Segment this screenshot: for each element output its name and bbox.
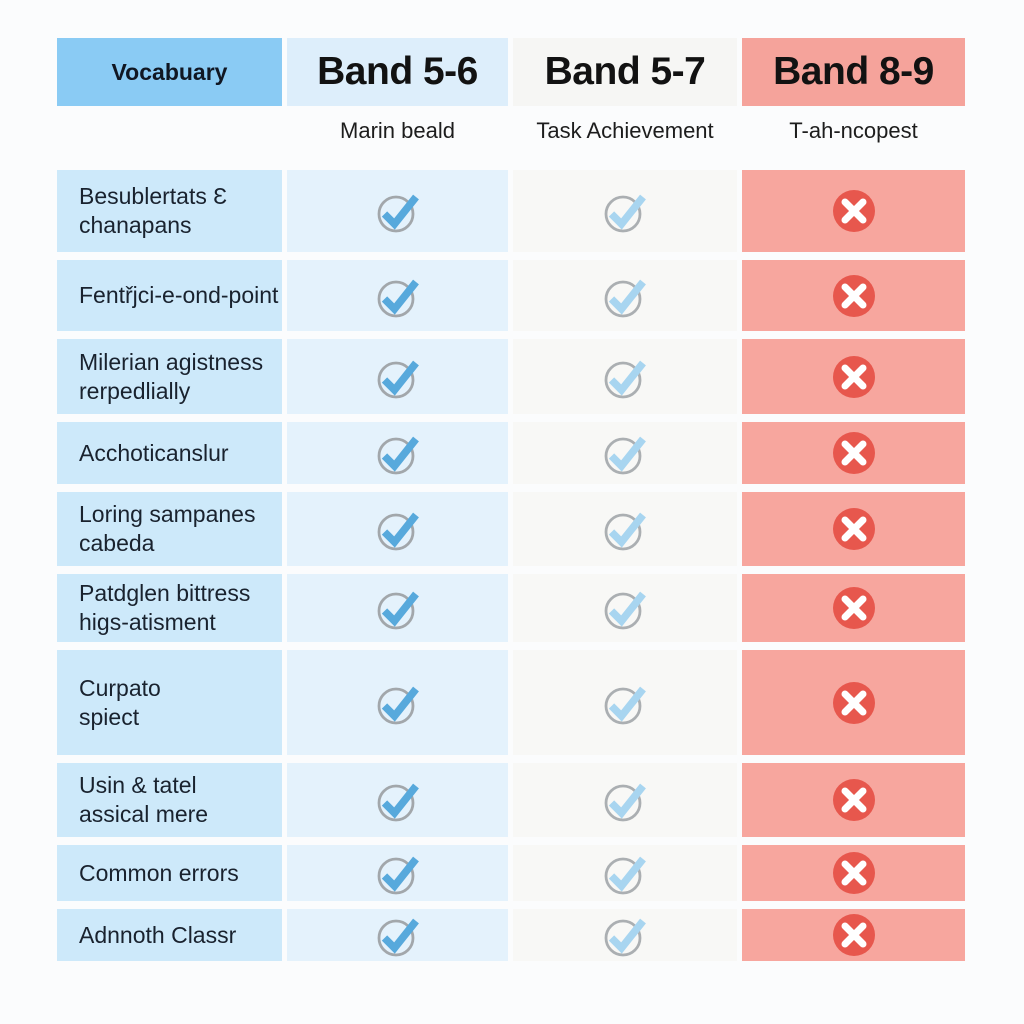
check-icon xyxy=(604,686,646,724)
check-icon xyxy=(604,783,646,822)
subtitle-cell-band-5-6: Marin beald xyxy=(340,118,455,143)
check-icon xyxy=(377,436,419,475)
table-row: Patdglen bittress higs-atisment xyxy=(57,574,1024,642)
check-icon xyxy=(377,591,419,630)
check-icon xyxy=(377,194,419,233)
cross-icon xyxy=(832,852,875,894)
row-label-cell: Common errors xyxy=(57,845,282,901)
band-5-7-cell xyxy=(513,845,737,901)
band-8-9-cell xyxy=(742,763,965,837)
band-8-9-cell xyxy=(742,650,965,755)
check-icon xyxy=(377,918,419,957)
check-icon xyxy=(604,856,646,895)
check-icon xyxy=(377,512,419,551)
subtitle-cell-vocabulary xyxy=(57,106,282,156)
header-cell-band-8-9: Band 8-9 xyxy=(742,38,965,106)
band-8-9-cell xyxy=(742,260,965,331)
cross-icon xyxy=(832,508,875,550)
cross-icon xyxy=(832,274,875,317)
row-label-cell: Fentřjci-e-ond-point xyxy=(57,260,282,331)
table-row: Besublertats Ɛ chanapans xyxy=(57,170,1024,252)
check-icon xyxy=(604,918,646,957)
table-body: Besublertats Ɛ chanapans Fentřjci-e-ond-p… xyxy=(57,170,1024,961)
band-5-6-cell xyxy=(287,909,508,961)
table-header-row: Vocabuary Band 5-6 Band 5-7 Band 8-9 xyxy=(57,38,1024,106)
band-5-7-cell xyxy=(513,492,737,566)
band-8-9-cell xyxy=(742,492,965,566)
check-icon xyxy=(604,436,646,475)
table-row: Usin & tatel assical mere xyxy=(57,763,1024,837)
band-5-6-cell xyxy=(287,260,508,331)
cross-icon xyxy=(832,779,875,821)
row-label-cell: Usin & tatel assical mere xyxy=(57,763,282,837)
check-icon xyxy=(377,686,419,724)
band-5-7-cell xyxy=(513,260,737,331)
header-cell-band-5-7: Band 5-7 xyxy=(513,38,737,106)
check-icon xyxy=(604,279,646,317)
header-cell-band-5-6: Band 5-6 xyxy=(287,38,508,106)
table-row: Fentřjci-e-ond-point xyxy=(57,260,1024,331)
band-5-6-cell xyxy=(287,650,508,755)
check-icon xyxy=(604,360,646,398)
check-icon xyxy=(377,783,419,822)
band-5-7-cell xyxy=(513,909,737,961)
check-icon xyxy=(604,194,646,233)
cross-icon xyxy=(832,587,875,629)
cross-icon xyxy=(832,190,875,232)
subtitle-cell-band-5-7: Task Achievement xyxy=(536,118,714,143)
band-5-7-cell xyxy=(513,763,737,837)
subtitle-cell-band-8-9: T-ah-ncopest xyxy=(789,118,918,143)
band-8-9-cell xyxy=(742,422,965,484)
table-row: Acchoticanslur xyxy=(57,422,1024,484)
table-subtitle-row: Marin beald Task Achievement T-ah-ncopes… xyxy=(57,106,1024,156)
cross-icon xyxy=(832,681,875,724)
band-8-9-cell xyxy=(742,170,965,252)
row-label-cell: Acchoticanslur xyxy=(57,422,282,484)
table-row: Adnnoth Classr xyxy=(57,909,1024,961)
band-5-7-cell xyxy=(513,650,737,755)
check-icon xyxy=(604,512,646,551)
band-8-9-cell xyxy=(742,909,965,961)
check-icon xyxy=(377,856,419,895)
band-5-7-cell xyxy=(513,422,737,484)
row-label-cell: Loring sampanes cabeda xyxy=(57,492,282,566)
check-icon xyxy=(604,591,646,630)
table-row: Loring sampanes cabeda xyxy=(57,492,1024,566)
table-row: Milerian agistness rerpedlially xyxy=(57,339,1024,414)
check-icon xyxy=(377,360,419,398)
band-5-7-cell xyxy=(513,170,737,252)
band-5-6-cell xyxy=(287,170,508,252)
band-5-6-cell xyxy=(287,422,508,484)
cross-icon xyxy=(832,432,875,474)
header-cell-vocabulary: Vocabuary xyxy=(57,38,282,106)
row-label-cell: Milerian agistness rerpedlially xyxy=(57,339,282,414)
cross-icon xyxy=(832,914,875,956)
band-5-6-cell xyxy=(287,574,508,642)
cross-icon xyxy=(832,355,875,398)
band-8-9-cell xyxy=(742,339,965,414)
band-8-9-cell xyxy=(742,845,965,901)
row-label-cell: Patdglen bittress higs-atisment xyxy=(57,574,282,642)
row-label-cell: Adnnoth Classr xyxy=(57,909,282,961)
band-8-9-cell xyxy=(742,574,965,642)
table-row: Common errors xyxy=(57,845,1024,901)
table-row: Curpato spiect xyxy=(57,650,1024,755)
band-5-6-cell xyxy=(287,339,508,414)
row-label-cell: Curpato spiect xyxy=(57,650,282,755)
band-5-7-cell xyxy=(513,574,737,642)
band-5-6-cell xyxy=(287,845,508,901)
check-icon xyxy=(377,279,419,317)
band-5-6-cell xyxy=(287,763,508,837)
band-5-6-cell xyxy=(287,492,508,566)
band-5-7-cell xyxy=(513,339,737,414)
row-label-cell: Besublertats Ɛ chanapans xyxy=(57,170,282,252)
